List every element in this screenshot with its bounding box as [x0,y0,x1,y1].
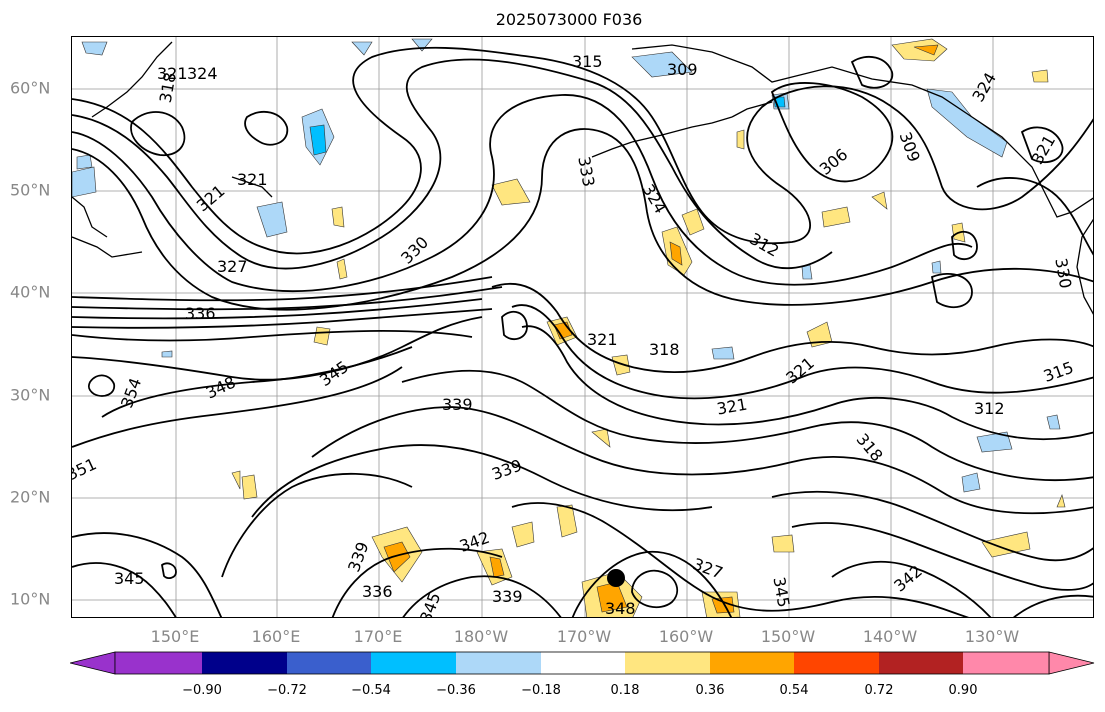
colorbar [70,651,1095,675]
contour-label: 318 [649,340,680,359]
contour-label: 324 [639,181,671,217]
contour-label: 321 [715,395,748,419]
lat-label-50n: 50°N [10,180,51,200]
contour-label: 336 [185,304,216,323]
contour-label: 324 [968,69,1000,105]
colorbar-segment [371,652,456,674]
contour-label: 339 [492,587,523,606]
contour-label: 315 [1041,358,1076,386]
colorbar-tick: 0.90 [948,683,978,698]
lat-label-20n: 20°N [10,487,51,507]
colorbar-tick: −0.90 [182,683,222,698]
colorbar-tick: −0.72 [267,683,307,698]
contour-label: 321 [587,330,618,349]
contour-label: 339 [489,456,524,484]
colorbar-segment [794,652,879,674]
contour-label: 321 [193,181,229,215]
lon-label-130w: 130°W [964,627,1020,646]
coastlines [72,41,1093,315]
contour-label: 354 [117,375,145,410]
contour-label: 345 [316,357,352,390]
lat-label-10n: 10°N [10,589,51,609]
colorbar-tick: 0.36 [695,683,725,698]
contour-label: 333 [574,155,598,188]
colorbar-segment [202,652,287,674]
contour-label: 348 [605,599,636,618]
contour-label: 345 [769,575,793,608]
lon-label-150e: 150°E [150,627,200,646]
map-title: 2025073000 F036 [495,10,643,29]
map-panel: 321 324 318 315 309 333 324 306 309 324 … [71,36,1094,618]
contour-label: 324 [187,64,218,83]
contour-label: 327 [217,257,248,276]
colorbar-tick: −0.36 [436,683,476,698]
lat-label-40n: 40°N [10,282,51,302]
colorbar-segment [625,652,710,674]
contour-label: 312 [974,399,1005,418]
colorbar-segments [70,651,1095,675]
colorbar-tick: 0.18 [610,683,640,698]
contour-label: 318 [853,430,887,466]
colorbar-tick: −0.54 [351,683,391,698]
lon-label-170w: 170°W [556,627,612,646]
positive-anomaly-patches [231,38,1066,617]
isentrope-contours [72,46,1093,617]
lat-label-60n: 60°N [10,78,51,98]
colorbar-extend-high [1048,651,1095,675]
contour-label: 327 [690,554,725,582]
lon-label-150w: 150°W [760,627,816,646]
lat-label-30n: 30°N [10,385,51,405]
colorbar-segment [456,652,541,674]
colorbar-segment [541,652,625,674]
cyclone-center-marker [607,569,625,587]
colorbar-extend-low [70,651,116,675]
contour-label: 330 [1051,257,1075,290]
colorbar-tick: 0.72 [864,683,894,698]
graticule [72,37,1093,617]
contour-label: 309 [667,60,698,79]
contour-label: 339 [442,395,473,414]
contour-label: 345 [114,569,145,588]
colorbar-tick: −0.18 [521,683,561,698]
contour-label: 342 [890,561,926,595]
contour-label: 321 [157,64,188,83]
contour-label: 330 [397,233,432,268]
lon-label-140w: 140°W [862,627,918,646]
colorbar-segment [115,652,202,674]
colorbar-segment [963,652,1049,674]
contour-label: 345 [416,590,444,618]
colorbar-segment [879,652,963,674]
contour-label: 315 [572,52,603,71]
lon-label-180w: 180°W [453,627,509,646]
lon-label-160w: 160°W [658,627,714,646]
colorbar-outline [114,651,1050,675]
contour-label: 351 [72,454,99,484]
map-canvas: 321 324 318 315 309 333 324 306 309 324 … [72,37,1093,618]
colorbar-tick: 0.54 [779,683,809,698]
lon-label-170e: 170°E [353,627,403,646]
colorbar-segment [287,652,371,674]
contour-label: 321 [237,170,268,189]
lon-label-160e: 160°E [251,627,301,646]
contour-label: 336 [362,582,393,601]
contour-label: 321 [1027,132,1059,168]
colorbar-segment [710,652,794,674]
